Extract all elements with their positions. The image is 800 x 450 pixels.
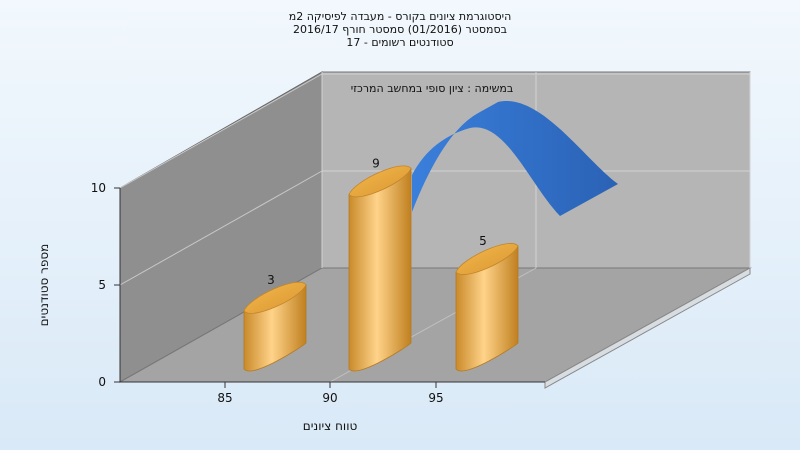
bar-body xyxy=(348,167,412,372)
floor-edge xyxy=(544,267,751,389)
title-line-2: בסמסטר (01/2016) סמסטר חורף 2016/17 xyxy=(293,23,507,36)
x-tick-label: 95 xyxy=(428,391,443,405)
title-line-3: סטודנטים רשומים - 17 xyxy=(346,36,454,49)
x-tick-label: 90 xyxy=(322,391,337,405)
y-axis-label: מספר סטודנטים xyxy=(37,244,51,327)
bars-group: 3 9 5 xyxy=(243,156,519,372)
gridline-left xyxy=(119,170,323,286)
x-axis-label: טווח ציונים xyxy=(303,419,358,433)
bar-85: 3 xyxy=(243,273,307,372)
x-tick-label: 85 xyxy=(217,391,232,405)
bar-top xyxy=(243,282,307,314)
bar-value-label: 9 xyxy=(372,156,380,170)
bar-value-label: 5 xyxy=(479,234,487,248)
y-tick-label: 0 xyxy=(98,375,106,389)
bar-95: 5 xyxy=(455,234,519,372)
bar-value-label: 3 xyxy=(267,273,275,287)
bar-90: 9 xyxy=(348,156,412,372)
title-line-1: היסטוגרמת ציונים בקורס - מעבדה לפיסיקה 2… xyxy=(288,10,512,23)
gridline-left xyxy=(119,73,323,189)
chart-title: היסטוגרמת ציונים בקורס - מעבדה לפיסיקה 2… xyxy=(0,10,800,49)
bar-top xyxy=(455,243,519,275)
x-axis-ticks: 85 90 95 xyxy=(217,382,444,405)
y-tick-label: 5 xyxy=(98,278,106,292)
distribution-curve xyxy=(412,101,618,216)
chart-subtitle: במשימה : ציון סופי במחשב המרכזי xyxy=(351,82,514,95)
y-tick-label: 10 xyxy=(91,181,106,195)
y-axis-ticks: 0 5 10 xyxy=(91,181,120,389)
bar-body xyxy=(455,245,519,372)
bar-top xyxy=(348,165,412,198)
